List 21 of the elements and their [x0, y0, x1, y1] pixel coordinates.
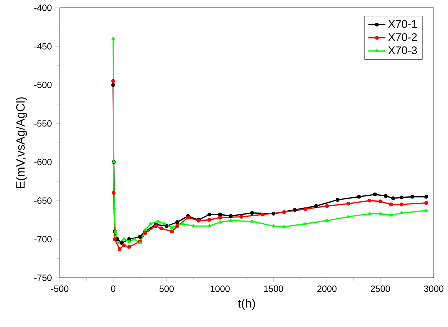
- y-tick-label: -600: [34, 159, 52, 166]
- legend-label: X70-3: [388, 46, 418, 54]
- y-tick-label: -500: [34, 82, 52, 88]
- x-tick-label: -500: [51, 286, 69, 292]
- x-tick-label: 3000: [424, 286, 444, 292]
- x-tick-label: 2500: [371, 286, 390, 292]
- y-tick-label: -450: [34, 43, 52, 50]
- y-tick-label: -700: [34, 236, 52, 243]
- y-axis-title: E(mV,vsAg/AgCl): [16, 98, 28, 188]
- y-tick-label: -750: [34, 274, 52, 282]
- legend-label: X70-1: [388, 20, 418, 28]
- y-tick-label: -650: [34, 198, 52, 204]
- x-tick-label: 1000: [210, 286, 230, 292]
- y-tick-label: -550: [34, 120, 52, 127]
- x-tick-label: 0: [111, 286, 116, 292]
- x-tick-label: 2000: [318, 286, 337, 292]
- x-tick-label: 1500: [264, 286, 284, 292]
- y-tick-label: -400: [34, 4, 52, 12]
- x-axis-title: t(h): [238, 299, 256, 310]
- legend-label: X70-2: [388, 33, 418, 42]
- x-tick-label: 500: [160, 286, 174, 292]
